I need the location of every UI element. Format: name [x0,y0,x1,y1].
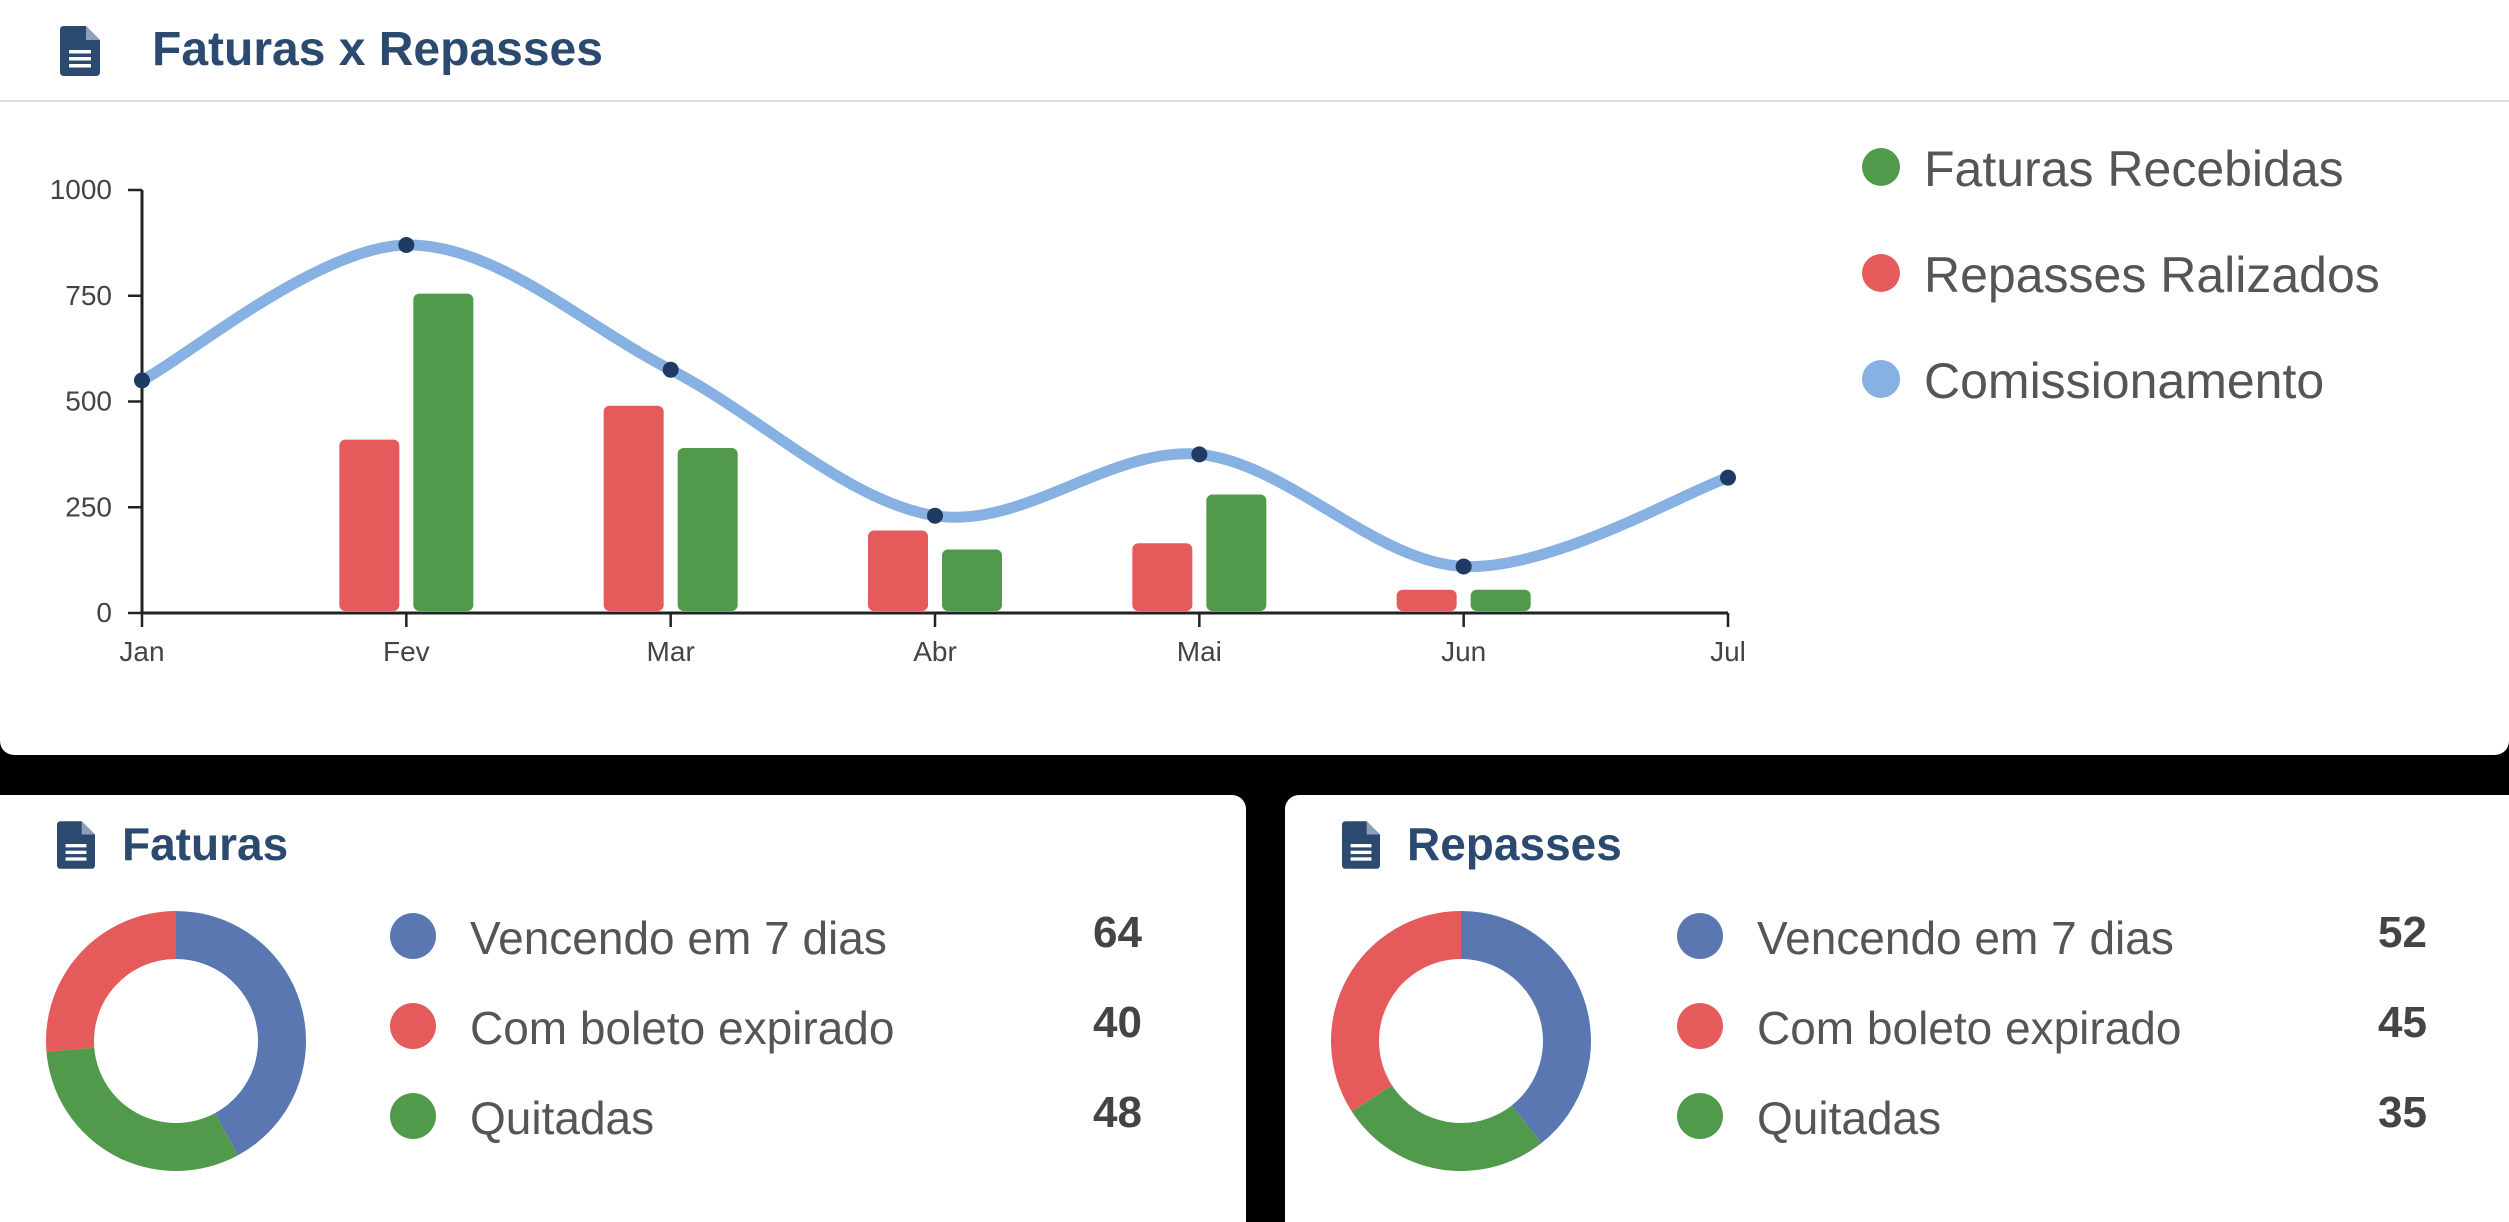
bar-repasses-ralizados-fev [339,439,400,611]
legend-dot [1862,360,1900,398]
faturas-card: Faturas Vencendo em 7 dias 64 Com boleto… [0,795,1246,1222]
stat-label: Com boleto expirado [470,1002,895,1054]
document-icon [1342,821,1380,874]
x-tick-label: Jan [119,636,164,667]
faturas-repasses-card: Faturas x Repasses 0 250 500 750 1000 Jan Fev… [0,0,2509,755]
stat-value: 52 [2378,908,2427,957]
bar-faturas-recebidas-mar [677,448,738,611]
y-tick-label: 500 [65,386,112,417]
legend-label: Comissionamento [1924,353,2325,409]
bar-repasses-ralizados-jun [1396,589,1457,611]
point-comissionamento-jan [134,372,150,389]
y-axis-ticks: 0 250 500 750 1000 [50,174,142,628]
stat-value: 35 [2378,1088,2427,1137]
bar-repasses-ralizados-mar [603,405,664,611]
stat-value: 45 [2378,998,2427,1047]
x-tick-label: Jul [1710,636,1746,667]
document-icon [60,26,100,81]
status-dot [1677,913,1723,959]
donut-slice-quitadas [1351,1085,1542,1171]
faturas-donut-chart [46,911,306,1171]
bar-faturas-recebidas-jun [1470,589,1531,611]
point-comissionamento-mar [662,361,679,378]
point-comissionamento-jul [1720,469,1736,486]
stat-label: Com boleto expirado [1757,1002,2182,1054]
legend-dot [1862,254,1900,292]
donut-slice-quitadas [46,1047,238,1171]
stat-value: 48 [1093,1088,1142,1137]
x-tick-label: Fev [383,636,430,667]
status-dot [390,1003,436,1049]
donut-slice-vencendo-em-7-dias [176,911,306,1156]
bar-faturas-recebidas-fev [413,293,474,611]
legend-label: Repasses Ralizados [1924,247,2380,303]
chart-line [134,236,1736,575]
card-title: Repasses [1407,818,1622,870]
point-comissionamento-mai [1191,446,1208,463]
x-tick-label: Mai [1177,636,1222,667]
combo-chart: 0 250 500 750 1000 Jan Fev Mar Abr Mai Jun Jul [50,174,1746,667]
stat-value: 64 [1093,908,1142,957]
point-comissionamento-jun [1455,558,1472,575]
legend-dot [1862,148,1900,186]
donut-slice-com-boleto-expirado [1331,911,1461,1112]
bar-repasses-ralizados-mai [1132,543,1193,611]
page-title: Faturas x Repasses [152,23,603,76]
stat-value: 40 [1093,998,1142,1047]
stat-label: Vencendo em 7 dias [470,912,887,964]
donut-slice-vencendo-em-7-dias [1461,911,1591,1144]
stat-label: Quitadas [1757,1092,1942,1144]
stat-label: Vencendo em 7 dias [1757,912,2174,964]
point-comissionamento-fev [398,236,415,253]
x-tick-label: Mar [647,636,695,667]
legend-label: Faturas Recebidas [1924,141,2344,197]
chart-bars [339,293,1531,611]
bar-repasses-ralizados-abr [868,530,928,611]
bar-faturas-recebidas-abr [942,549,1002,611]
card-header: Faturas x Repasses [0,0,2509,102]
status-dot [1677,1093,1723,1139]
x-tick-label: Abr [913,636,957,667]
status-dot [1677,1003,1723,1049]
y-tick-label: 250 [65,491,112,522]
status-dot [390,913,436,959]
x-tick-label: Jun [1441,636,1486,667]
y-tick-label: 750 [65,280,112,311]
document-icon [57,821,95,874]
y-tick-label: 1000 [50,174,112,205]
card-title: Faturas [122,818,289,870]
x-axis-ticks: Jan Fev Mar Abr Mai Jun Jul [119,613,1746,667]
repasses-donut-chart [1331,911,1591,1171]
donut-slice-com-boleto-expirado [46,911,176,1052]
bar-faturas-recebidas-mai [1206,494,1267,611]
status-dot [390,1093,436,1139]
repasses-card: Repasses Vencendo em 7 dias 52 Com bolet… [1285,795,2509,1222]
stat-label: Quitadas [470,1092,655,1144]
y-tick-label: 0 [96,597,112,628]
point-comissionamento-abr [927,507,943,524]
